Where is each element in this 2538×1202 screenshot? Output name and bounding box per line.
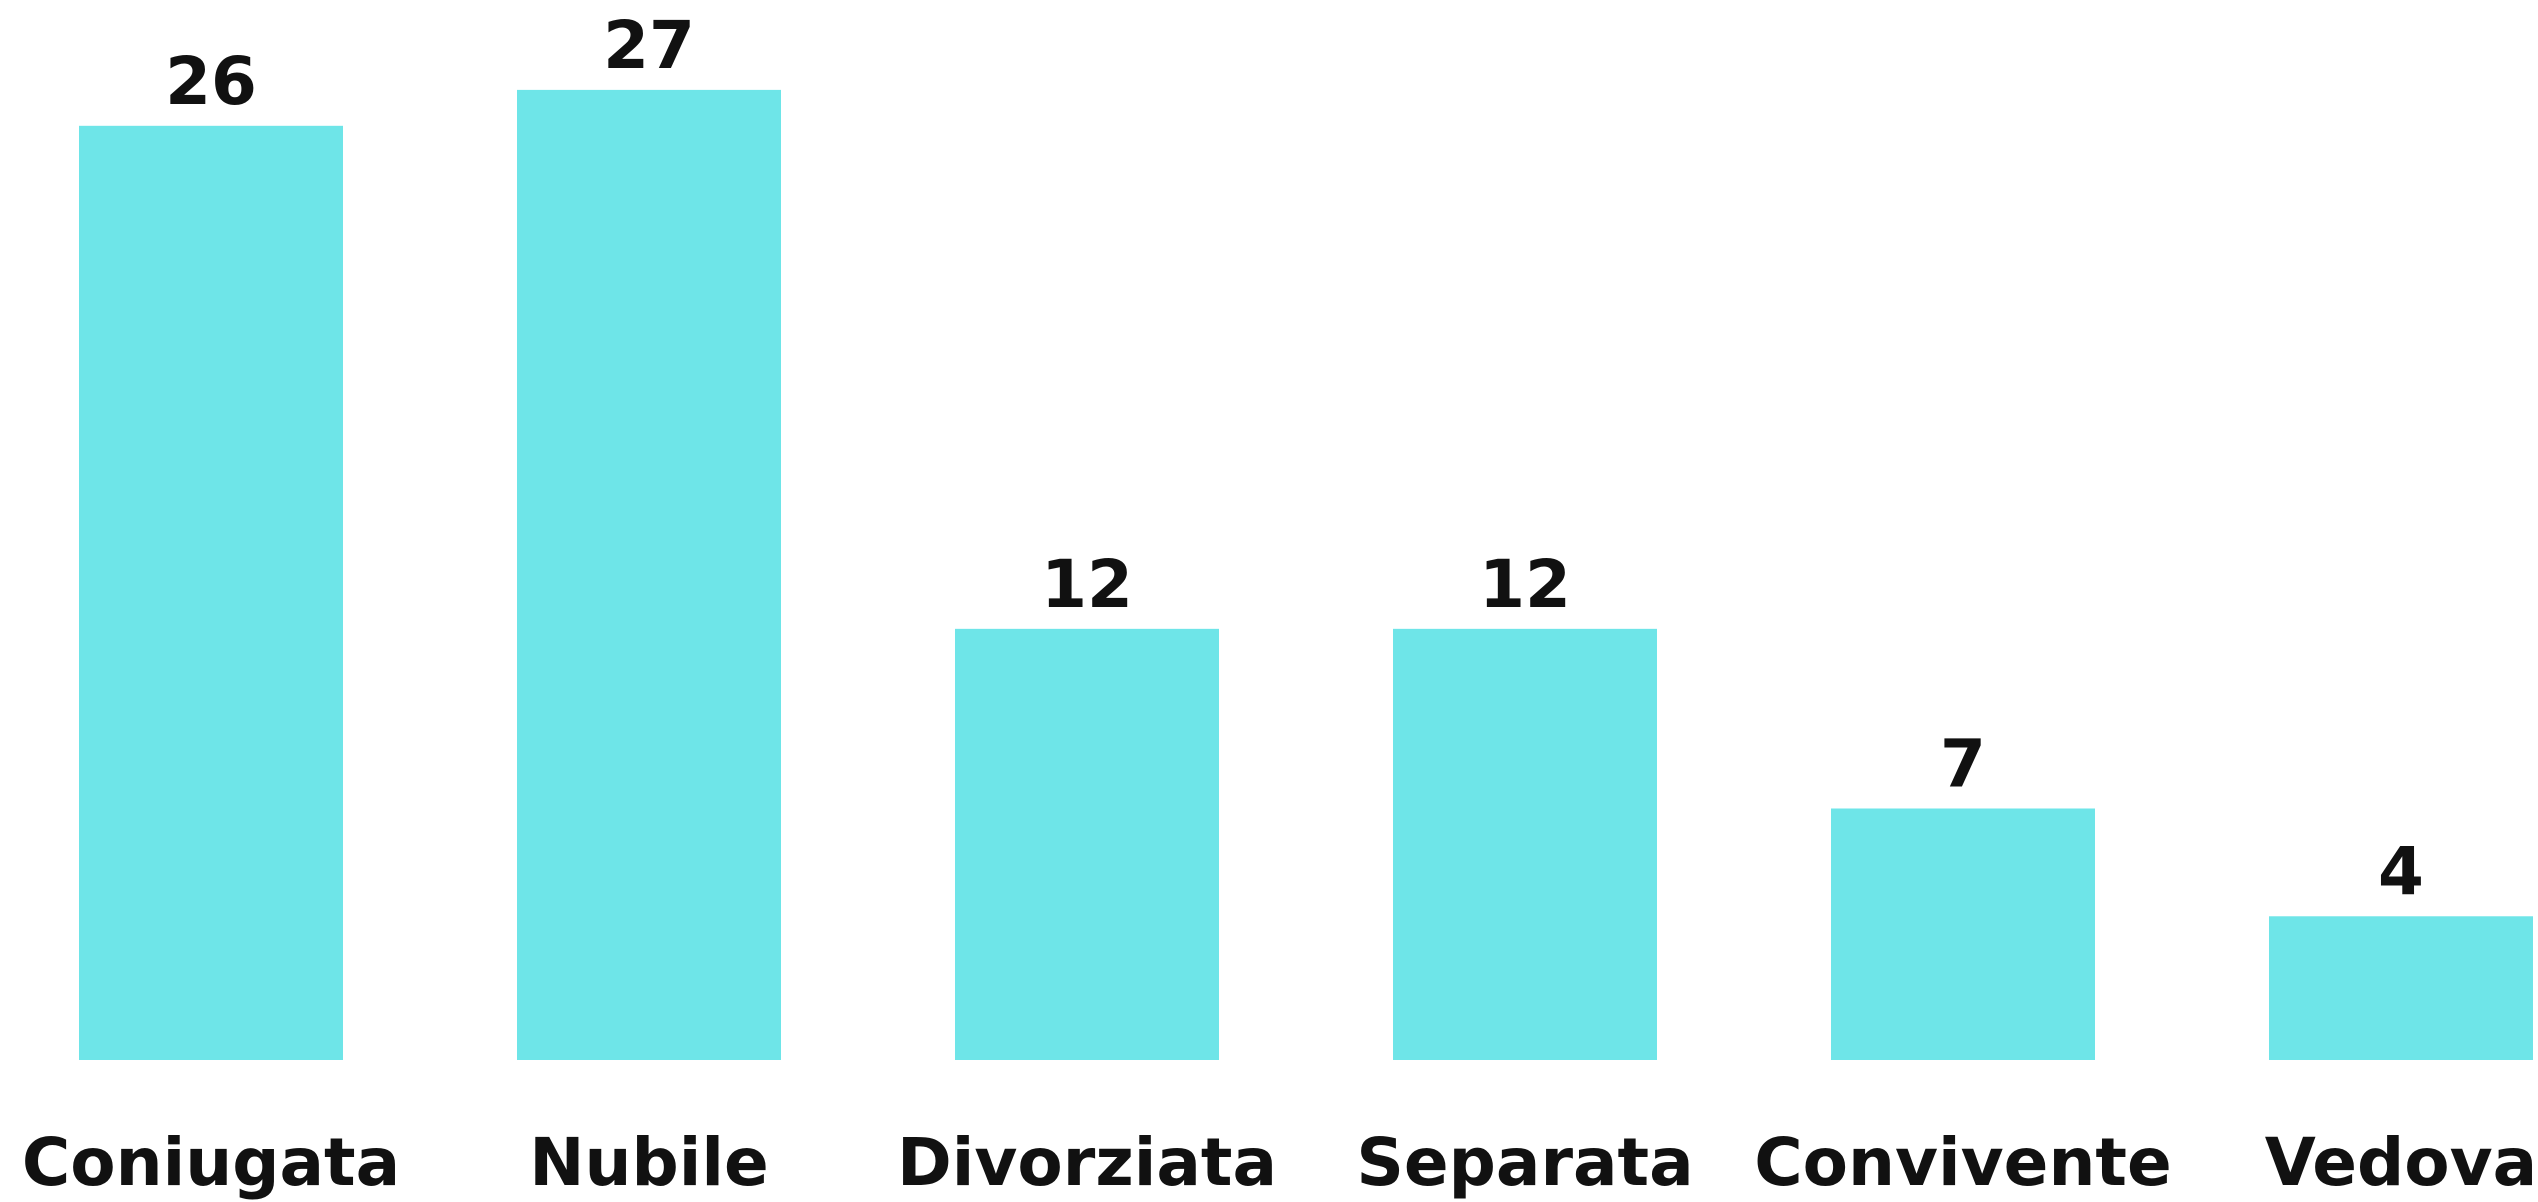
bar <box>1393 628 1657 1060</box>
value-label: 12 <box>1479 546 1571 623</box>
x-tick-label: Nubile <box>529 1124 768 1201</box>
bar <box>79 125 343 1060</box>
bar <box>955 628 1219 1060</box>
value-label: 26 <box>165 43 257 120</box>
x-tick-label: Coniugata <box>22 1124 400 1201</box>
x-tick-label: Convivente <box>1754 1124 2172 1201</box>
value-label: 12 <box>1041 546 1133 623</box>
bar <box>1831 808 2095 1060</box>
bar <box>517 89 781 1060</box>
value-label: 7 <box>1940 725 1986 802</box>
x-tick-label: Separata <box>1356 1124 1693 1201</box>
x-tick-label: Vedova <box>2265 1124 2537 1201</box>
value-label: 4 <box>2378 833 2424 910</box>
x-tick-label: Divorziata <box>897 1124 1277 1201</box>
value-label: 27 <box>603 7 695 84</box>
bar <box>2269 916 2533 1060</box>
